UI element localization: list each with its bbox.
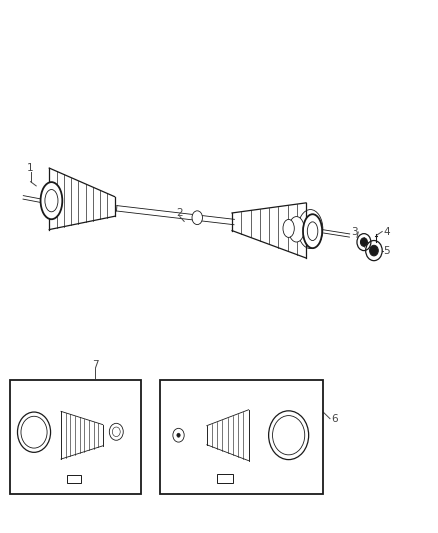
Circle shape (18, 412, 50, 453)
Ellipse shape (283, 220, 294, 237)
Circle shape (272, 416, 305, 455)
Circle shape (113, 427, 120, 437)
Ellipse shape (307, 222, 318, 240)
Circle shape (21, 416, 47, 448)
Circle shape (110, 423, 123, 440)
Text: 2: 2 (177, 208, 183, 219)
Circle shape (360, 238, 367, 246)
Ellipse shape (303, 214, 322, 248)
Text: 6: 6 (331, 414, 337, 424)
Text: 3: 3 (352, 227, 358, 237)
Bar (67, 475, 81, 483)
Circle shape (173, 429, 184, 442)
Ellipse shape (289, 216, 304, 242)
Text: 4: 4 (384, 227, 390, 237)
Text: 7: 7 (92, 360, 98, 369)
Circle shape (370, 245, 378, 256)
Text: 1: 1 (27, 164, 34, 173)
Bar (217, 474, 233, 483)
Circle shape (177, 433, 180, 438)
Ellipse shape (41, 182, 62, 219)
Bar (10, 381, 141, 495)
Circle shape (268, 411, 309, 459)
Ellipse shape (45, 190, 58, 212)
Ellipse shape (192, 211, 202, 224)
Text: 5: 5 (384, 246, 390, 256)
Bar (160, 381, 323, 495)
